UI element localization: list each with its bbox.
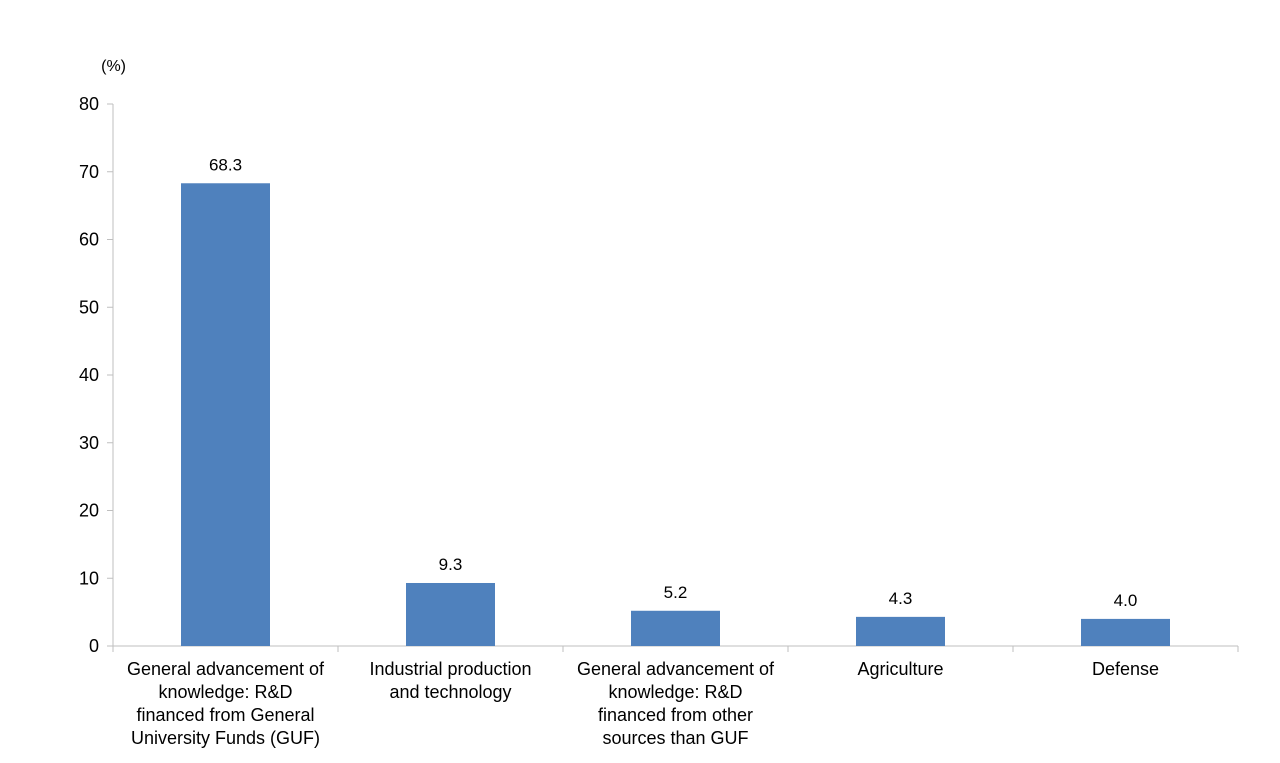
x-category-label-line: Industrial production: [369, 659, 531, 679]
y-tick-label: 30: [79, 433, 99, 453]
bar: [1081, 618, 1170, 646]
y-tick-label: 10: [79, 568, 99, 588]
y-tick-label: 20: [79, 501, 99, 521]
bar-value-label: 4.3: [889, 589, 913, 608]
x-category-label-line: and technology: [389, 682, 511, 702]
bar-value-label: 4.0: [1114, 591, 1138, 610]
bar-value-label: 68.3: [209, 155, 242, 174]
category-labels: General advancement of knowledge: R&D fina…: [127, 659, 1159, 748]
y-tick-label: 60: [79, 230, 99, 250]
y-axis-unit-label: (%): [101, 58, 126, 75]
y-tick-label: 80: [79, 94, 99, 114]
bar: [406, 582, 495, 646]
x-category-label-line: General advancement of: [577, 659, 775, 679]
axes: 0 10 20 30 40 50 60 70 80: [79, 94, 1239, 656]
y-tick-label: 40: [79, 365, 99, 385]
x-category-label: Industrial production and technology: [369, 659, 531, 702]
bar-value-label: 5.2: [664, 583, 688, 602]
x-category-label: Agriculture: [857, 659, 943, 679]
x-category-label-line: sources than GUF: [602, 728, 748, 748]
bars: [181, 183, 1170, 646]
x-category-label: Defense: [1092, 659, 1159, 679]
x-category-label: General advancement of knowledge: R&D fina…: [577, 659, 775, 748]
bar: [631, 610, 720, 646]
x-category-label-line: University Funds (GUF): [131, 728, 320, 748]
bar-value-label: 9.3: [439, 555, 463, 574]
x-category-label-line: knowledge: R&D: [608, 682, 742, 702]
x-category-label-line: financed from other: [598, 705, 753, 725]
x-category-label-line: knowledge: R&D: [158, 682, 292, 702]
x-category-label-line: Defense: [1092, 659, 1159, 679]
value-labels: 68.3 9.3 5.2 4.3 4.0: [209, 155, 1137, 610]
x-category-label-line: financed from General: [136, 705, 314, 725]
x-category-label-line: Agriculture: [857, 659, 943, 679]
y-tick-label: 70: [79, 162, 99, 182]
bar: [181, 183, 270, 646]
x-category-label: General advancement of knowledge: R&D fina…: [127, 659, 325, 748]
x-category-label-line: General advancement of: [127, 659, 325, 679]
y-tick-label: 50: [79, 297, 99, 317]
y-tick-label: 0: [89, 636, 99, 656]
bar: [856, 616, 945, 646]
